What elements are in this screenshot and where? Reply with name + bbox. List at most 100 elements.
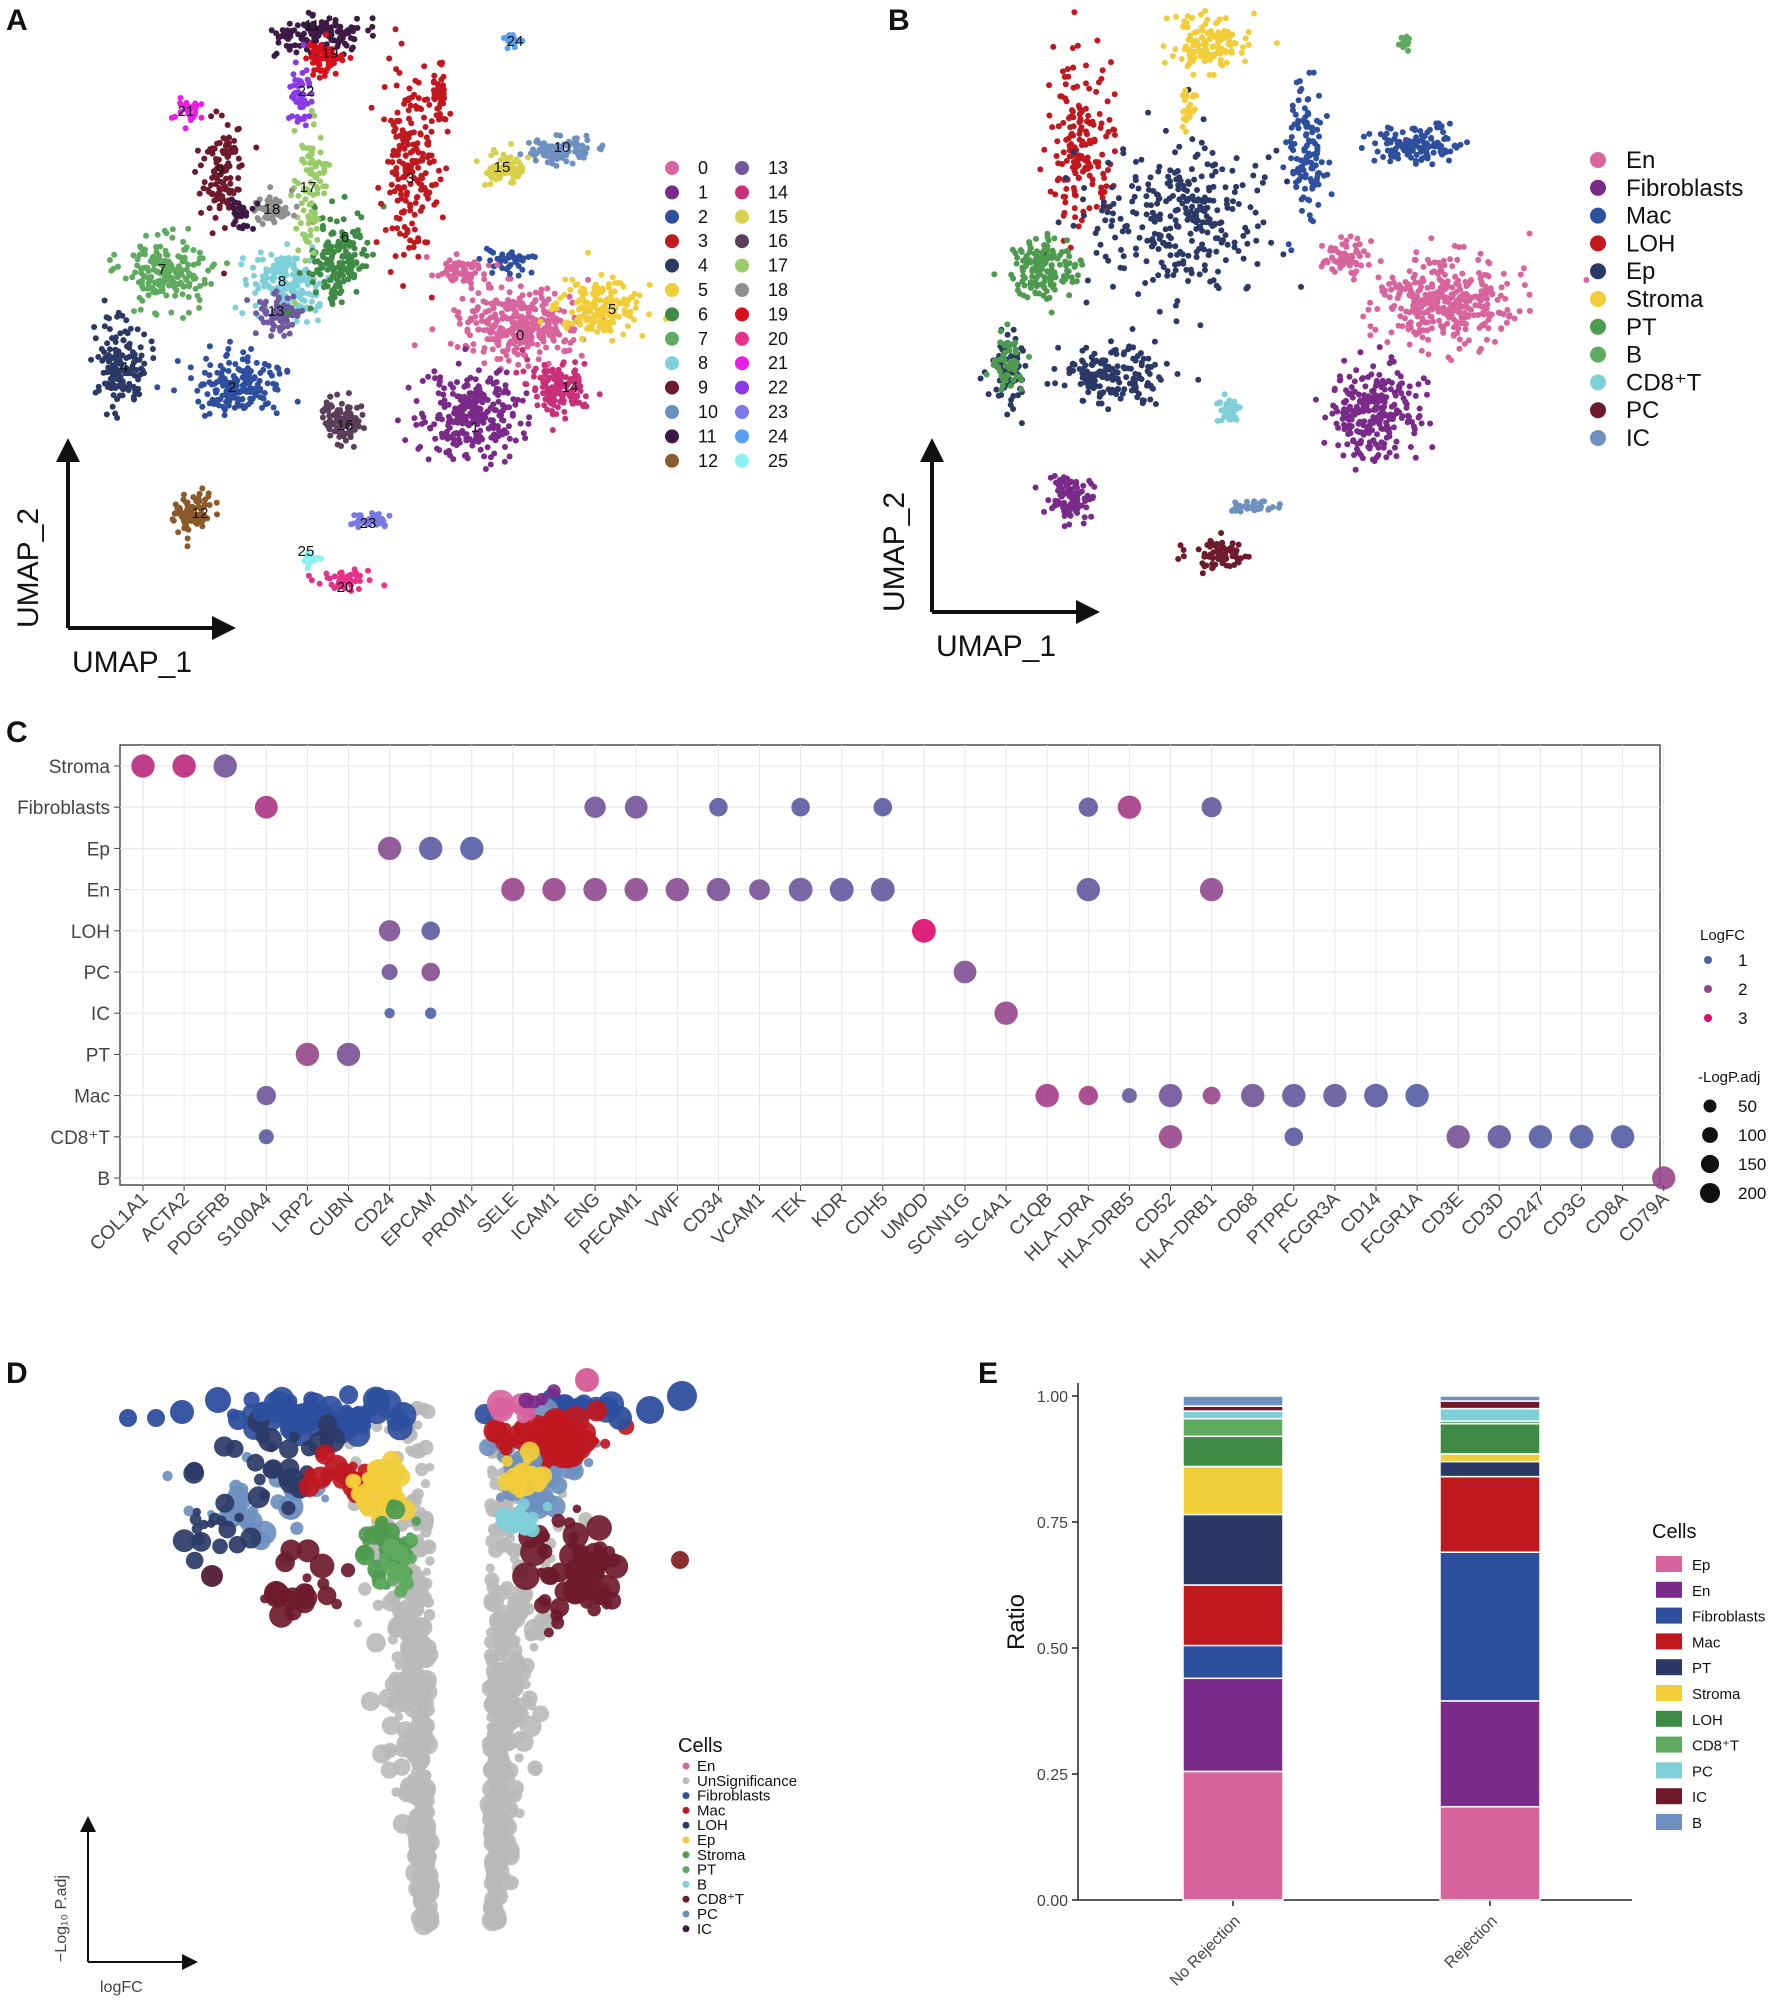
umap-b-point (1424, 153, 1431, 159)
umap-a-point (544, 406, 551, 413)
umap-b-point (1406, 383, 1413, 390)
umap-a-point (180, 238, 187, 245)
umap-a-point (540, 334, 547, 340)
umap-a-point (326, 58, 333, 65)
umap-a-point (447, 110, 454, 117)
umap-a-point (268, 372, 275, 379)
umap-b-point (1022, 362, 1029, 369)
umap-a-point (381, 582, 388, 589)
umap-b-point (1070, 64, 1077, 71)
umap-a-point (301, 22, 308, 29)
umap-a-point (504, 346, 511, 353)
umap-a-point (353, 288, 360, 295)
umap-a-point (123, 317, 130, 324)
umap-a-point (270, 216, 276, 223)
umap-b-point (1094, 37, 1101, 44)
umap-b-point (1156, 374, 1162, 381)
umap-a-point (220, 381, 227, 388)
umap-b-point (1379, 377, 1386, 384)
umap-b-point (1448, 291, 1455, 298)
umap-a-point (506, 289, 513, 296)
umap-b-point (1207, 278, 1214, 285)
umap-a-point (277, 212, 283, 219)
panel-a-axes (56, 438, 236, 640)
umap-a-point (388, 117, 394, 124)
umap-a-point (223, 175, 229, 182)
umap-a-point (344, 430, 351, 437)
panel-b-points (977, 7, 1590, 577)
umap-b-point (1341, 357, 1348, 364)
umap-a-point (304, 76, 311, 83)
umap-a-point (199, 485, 206, 492)
umap-a-point (428, 118, 435, 125)
umap-b-point (1317, 119, 1324, 126)
umap-a-point (584, 305, 591, 312)
umap-a-point (275, 294, 282, 301)
umap-a-point (295, 180, 302, 187)
umap-a-point (328, 290, 335, 297)
umap-b-point (1143, 201, 1150, 208)
umap-b-point (1421, 139, 1428, 146)
umap-b-point (1340, 251, 1347, 258)
umap-a-point (221, 225, 228, 231)
legend-a-swatch (665, 185, 679, 200)
panel-a-xlabel: UMAP_1 (72, 646, 192, 679)
umap-a-point (304, 276, 311, 283)
umap-a-point (394, 225, 401, 232)
umap-a-point (456, 320, 463, 327)
umap-b-point (1097, 360, 1104, 367)
umap-a-point (312, 161, 318, 168)
umap-b-point (1274, 40, 1280, 47)
umap-a-point (524, 343, 531, 350)
umap-a-point (236, 224, 243, 231)
umap-a-point (112, 339, 119, 345)
umap-a-point (461, 452, 468, 459)
umap-a-point (308, 166, 315, 173)
umap-a-point (252, 302, 259, 309)
umap-a-point (108, 385, 115, 392)
umap-b-point (1085, 389, 1092, 396)
umap-a-point (244, 358, 251, 365)
umap-b-point (1099, 67, 1106, 74)
umap-a-point (111, 251, 118, 258)
umap-a-point (290, 265, 297, 272)
umap-b-point (1328, 191, 1335, 198)
umap-a-point (133, 367, 140, 373)
umap-a-point (415, 253, 422, 260)
umap-b-point (1215, 45, 1222, 52)
umap-b-point (1343, 237, 1350, 244)
umap-a-point (221, 270, 227, 277)
umap-a-point (338, 288, 345, 294)
umap-a-point (254, 257, 261, 263)
umap-a-point (231, 394, 238, 401)
umap-a-point (95, 387, 102, 394)
umap-a-point (393, 171, 400, 178)
umap-a-point (184, 535, 191, 542)
umap-a-point (217, 178, 224, 185)
umap-b-point (1449, 263, 1456, 270)
umap-b-point (1396, 138, 1403, 145)
umap-b-point (1379, 288, 1386, 295)
umap-a-point (215, 156, 222, 163)
umap-a-point (153, 244, 159, 250)
umap-a-point (307, 179, 314, 186)
umap-a-point (506, 254, 513, 261)
legend-a-label: 15 (768, 207, 788, 227)
umap-a-point (273, 30, 280, 37)
umap-a-point (525, 310, 532, 316)
umap-a-point (98, 346, 105, 352)
umap-a-point (252, 290, 259, 296)
umap-a-point (446, 415, 453, 422)
umap-a-point (117, 330, 124, 337)
umap-a-point (532, 306, 539, 313)
umap-a-point (288, 281, 295, 288)
umap-a-point (196, 498, 203, 504)
umap-b-point (1429, 161, 1436, 168)
umap-a-point (330, 230, 337, 237)
umap-a-point (194, 147, 201, 154)
umap-a-point (455, 309, 462, 316)
umap-a-point (344, 253, 351, 260)
umap-a-point (116, 392, 123, 399)
umap-a-point (429, 272, 435, 279)
umap-a-point (508, 179, 514, 186)
